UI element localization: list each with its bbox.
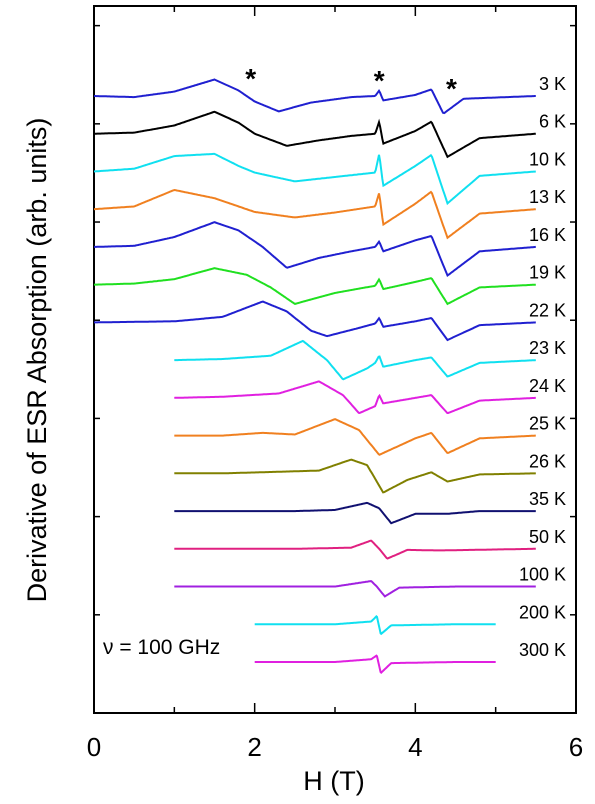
series-line xyxy=(174,418,536,456)
series-line xyxy=(174,339,536,381)
x-tick-labels: 0 2 4 6 xyxy=(87,732,583,762)
series-line xyxy=(93,152,536,206)
series-line xyxy=(94,78,536,115)
x-tick-label: 4 xyxy=(408,732,422,762)
series-line xyxy=(174,580,536,598)
peak-marker: * xyxy=(245,63,256,94)
series-label: 100 K xyxy=(519,565,566,585)
x-axis-title: H (T) xyxy=(303,766,364,796)
series-line xyxy=(174,458,536,494)
series-label: 19 K xyxy=(529,263,566,283)
peak-marker: * xyxy=(374,65,385,96)
series-line xyxy=(94,221,536,278)
series-line xyxy=(94,300,536,342)
x-tick-label: 2 xyxy=(247,732,261,762)
series-labels: 3 K 6 K 10 K 13 K 16 K 19 K 22 K 23 K 24 K 25 K 26… xyxy=(519,74,566,660)
peak-markers: * * * xyxy=(245,63,457,104)
series-line xyxy=(254,615,496,636)
series-line xyxy=(93,267,536,306)
x-tick-label: 0 xyxy=(87,732,101,762)
series-label: 23 K xyxy=(529,338,566,358)
series-label: 22 K xyxy=(529,300,566,320)
series-label: 25 K xyxy=(529,414,566,434)
series-line xyxy=(93,188,536,240)
y-axis-title: Derivative of ESR Absorption (arb. units… xyxy=(22,118,52,603)
series-group xyxy=(93,78,536,674)
series-label: 50 K xyxy=(529,527,566,547)
series-label: 300 K xyxy=(519,640,566,660)
series-label: 10 K xyxy=(529,149,566,169)
peak-marker: * xyxy=(446,73,457,104)
series-label: 3 K xyxy=(539,74,566,94)
series-line xyxy=(174,380,536,415)
series-label: 13 K xyxy=(529,187,566,207)
series-label: 26 K xyxy=(529,451,566,471)
series-line xyxy=(254,654,496,674)
series-label: 200 K xyxy=(519,602,566,622)
series-line xyxy=(174,539,536,560)
series-label: 35 K xyxy=(529,489,566,509)
series-label: 16 K xyxy=(529,225,566,245)
plot-frame xyxy=(93,5,577,714)
series-line xyxy=(94,110,536,159)
axis-ticks xyxy=(93,6,577,714)
series-label: 6 K xyxy=(539,112,566,132)
series-line xyxy=(174,501,536,525)
series-label: 24 K xyxy=(529,376,566,396)
frequency-annotation: ν = 100 GHz xyxy=(103,636,220,659)
x-tick-label: 6 xyxy=(569,732,583,762)
